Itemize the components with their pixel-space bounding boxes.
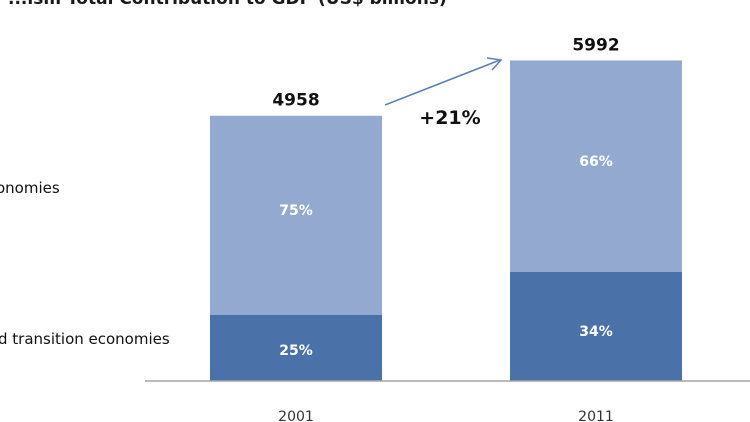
segment-share-label-2011-1: 66%	[579, 154, 613, 170]
x-tick-label-2001: 2001	[278, 409, 314, 422]
segment-share-label-2011-0: 34%	[579, 324, 613, 340]
bars-group	[210, 60, 682, 381]
bar-segment-2011-1	[510, 60, 682, 273]
bar-segment-2001-0	[210, 314, 382, 381]
bar-segment-2001-1	[210, 115, 382, 315]
x-tick-label-2011: 2011	[578, 409, 614, 422]
segment-share-label-2001-0: 25%	[279, 343, 313, 359]
growth-annotation: +21%	[419, 107, 480, 129]
growth-arrow-head	[486, 57, 503, 71]
bar-total-label-2001: 4958	[272, 91, 319, 111]
growth-arrow-line	[384, 59, 501, 106]
segment-share-label-2001-1: 75%	[279, 203, 313, 219]
legend-label-lower-segment: d transition economies	[0, 330, 170, 348]
bar-total-label-2011: 5992	[572, 35, 619, 55]
chart-title: ...ism Total Contribution to GDP (US$ bi…	[8, 0, 447, 9]
legend-label-upper-segment: onomies	[0, 179, 60, 197]
bar-segment-2011-0	[510, 272, 682, 381]
labels-group: 25% 75% 4958 2001 34% 66% 5992 2011	[272, 35, 619, 422]
